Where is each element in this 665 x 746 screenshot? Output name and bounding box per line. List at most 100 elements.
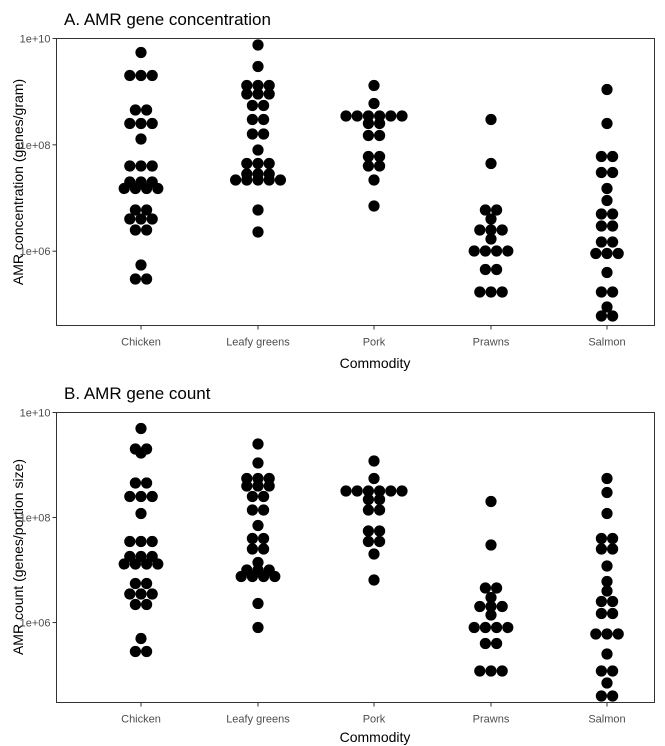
data-point-salmon	[607, 607, 619, 620]
data-point-prawns	[491, 637, 503, 650]
data-point-salmon	[601, 194, 613, 207]
data-point-prawns	[485, 665, 497, 677]
data-point-chicken	[118, 182, 130, 195]
x-tick-label: Chicken	[121, 337, 161, 349]
data-point-chicken	[129, 104, 141, 116]
data-point-pork	[396, 485, 408, 497]
data-point-prawns	[485, 495, 497, 508]
data-point-prawns	[468, 245, 480, 257]
panel-a-dots	[118, 39, 624, 322]
data-point-chicken	[135, 133, 147, 145]
data-point-chicken	[135, 160, 147, 172]
y-tick-label: 1e+10	[20, 408, 51, 420]
data-point-chicken	[141, 558, 153, 570]
data-point-leafy-greens	[252, 519, 264, 532]
data-point-leafy-greens	[241, 480, 253, 492]
data-point-salmon	[595, 150, 608, 163]
data-point-salmon	[601, 266, 613, 279]
data-point-chicken	[135, 422, 147, 435]
data-point-prawns	[496, 286, 508, 298]
panel-b-y-ticks: 1e+06 1e+08 1e+10	[20, 408, 57, 630]
data-point-salmon	[607, 286, 619, 298]
data-point-pork	[368, 200, 380, 212]
data-point-salmon	[601, 301, 613, 313]
data-point-chicken	[129, 598, 141, 611]
data-point-chicken	[146, 490, 158, 503]
data-point-salmon	[601, 83, 613, 96]
data-point-chicken	[124, 69, 136, 82]
data-point-prawns	[485, 113, 497, 126]
data-point-pork	[368, 574, 380, 586]
data-point-chicken	[146, 535, 158, 548]
data-point-prawns	[485, 224, 497, 236]
data-point-leafy-greens	[241, 79, 253, 92]
y-tick-label: 1e+08	[20, 140, 51, 152]
data-point-leafy-greens	[263, 480, 275, 492]
data-point-prawns	[479, 245, 491, 257]
data-point-leafy-greens	[246, 543, 258, 555]
data-point-leafy-greens	[252, 79, 264, 92]
data-point-chicken	[141, 273, 153, 285]
data-point-chicken	[124, 535, 136, 548]
data-point-prawns	[479, 621, 491, 634]
x-tick-label: Salmon	[588, 714, 625, 726]
data-point-chicken	[135, 588, 147, 600]
data-point-pork	[374, 150, 386, 163]
data-point-pork	[368, 97, 380, 110]
data-point-pork	[368, 174, 380, 186]
data-point-prawns	[502, 621, 514, 634]
data-point-pork	[362, 117, 374, 130]
data-point-chicken	[141, 224, 153, 236]
data-point-pork	[385, 485, 397, 497]
data-point-chicken	[152, 182, 164, 195]
data-point-chicken	[135, 507, 147, 520]
panel-a-y-axis-title: AMR concentration (genes/gram)	[10, 79, 26, 285]
data-point-leafy-greens	[252, 88, 264, 100]
data-point-chicken	[135, 117, 147, 130]
data-point-leafy-greens	[241, 88, 253, 100]
data-point-leafy-greens	[258, 504, 270, 516]
data-point-leafy-greens	[246, 128, 258, 140]
data-point-prawns	[485, 286, 497, 298]
data-point-prawns	[485, 213, 497, 225]
data-point-salmon	[595, 595, 608, 608]
data-point-salmon	[607, 532, 619, 545]
data-point-salmon	[601, 648, 613, 660]
data-point-salmon	[595, 665, 608, 677]
data-point-leafy-greens	[252, 157, 264, 170]
data-point-chicken	[129, 645, 141, 658]
panel-a-title: A. AMR gene concentration	[64, 10, 271, 29]
x-tick-label: Prawns	[473, 714, 510, 726]
panel-b-dots	[118, 422, 624, 702]
data-point-pork	[362, 485, 374, 497]
data-point-prawns	[491, 204, 503, 216]
data-point-prawns	[491, 582, 503, 594]
data-point-chicken	[135, 447, 147, 459]
data-point-salmon	[595, 220, 608, 232]
data-point-leafy-greens	[263, 79, 275, 92]
data-point-pork	[374, 525, 386, 537]
data-point-pork	[374, 504, 386, 516]
data-point-leafy-greens	[274, 174, 286, 186]
data-point-leafy-greens	[241, 157, 253, 170]
data-point-leafy-greens	[258, 490, 270, 503]
data-point-chicken	[146, 117, 158, 130]
data-point-leafy-greens	[258, 113, 270, 126]
data-point-chicken	[141, 104, 153, 116]
data-point-chicken	[141, 182, 153, 195]
data-point-salmon	[595, 543, 608, 555]
data-point-pork	[362, 525, 374, 537]
data-point-chicken	[124, 117, 136, 130]
data-point-chicken	[141, 645, 153, 658]
data-point-chicken	[129, 182, 141, 195]
panel-b-x-ticks: Chicken Leafy greens Pork Prawns Salmon	[121, 702, 626, 726]
data-point-prawns	[491, 245, 503, 257]
data-point-leafy-greens	[246, 490, 258, 503]
data-point-salmon	[601, 677, 613, 689]
data-point-prawns	[485, 157, 497, 170]
data-point-leafy-greens	[252, 457, 264, 469]
x-tick-label: Pork	[363, 714, 386, 726]
data-point-salmon	[595, 532, 608, 545]
data-point-salmon	[601, 247, 613, 260]
